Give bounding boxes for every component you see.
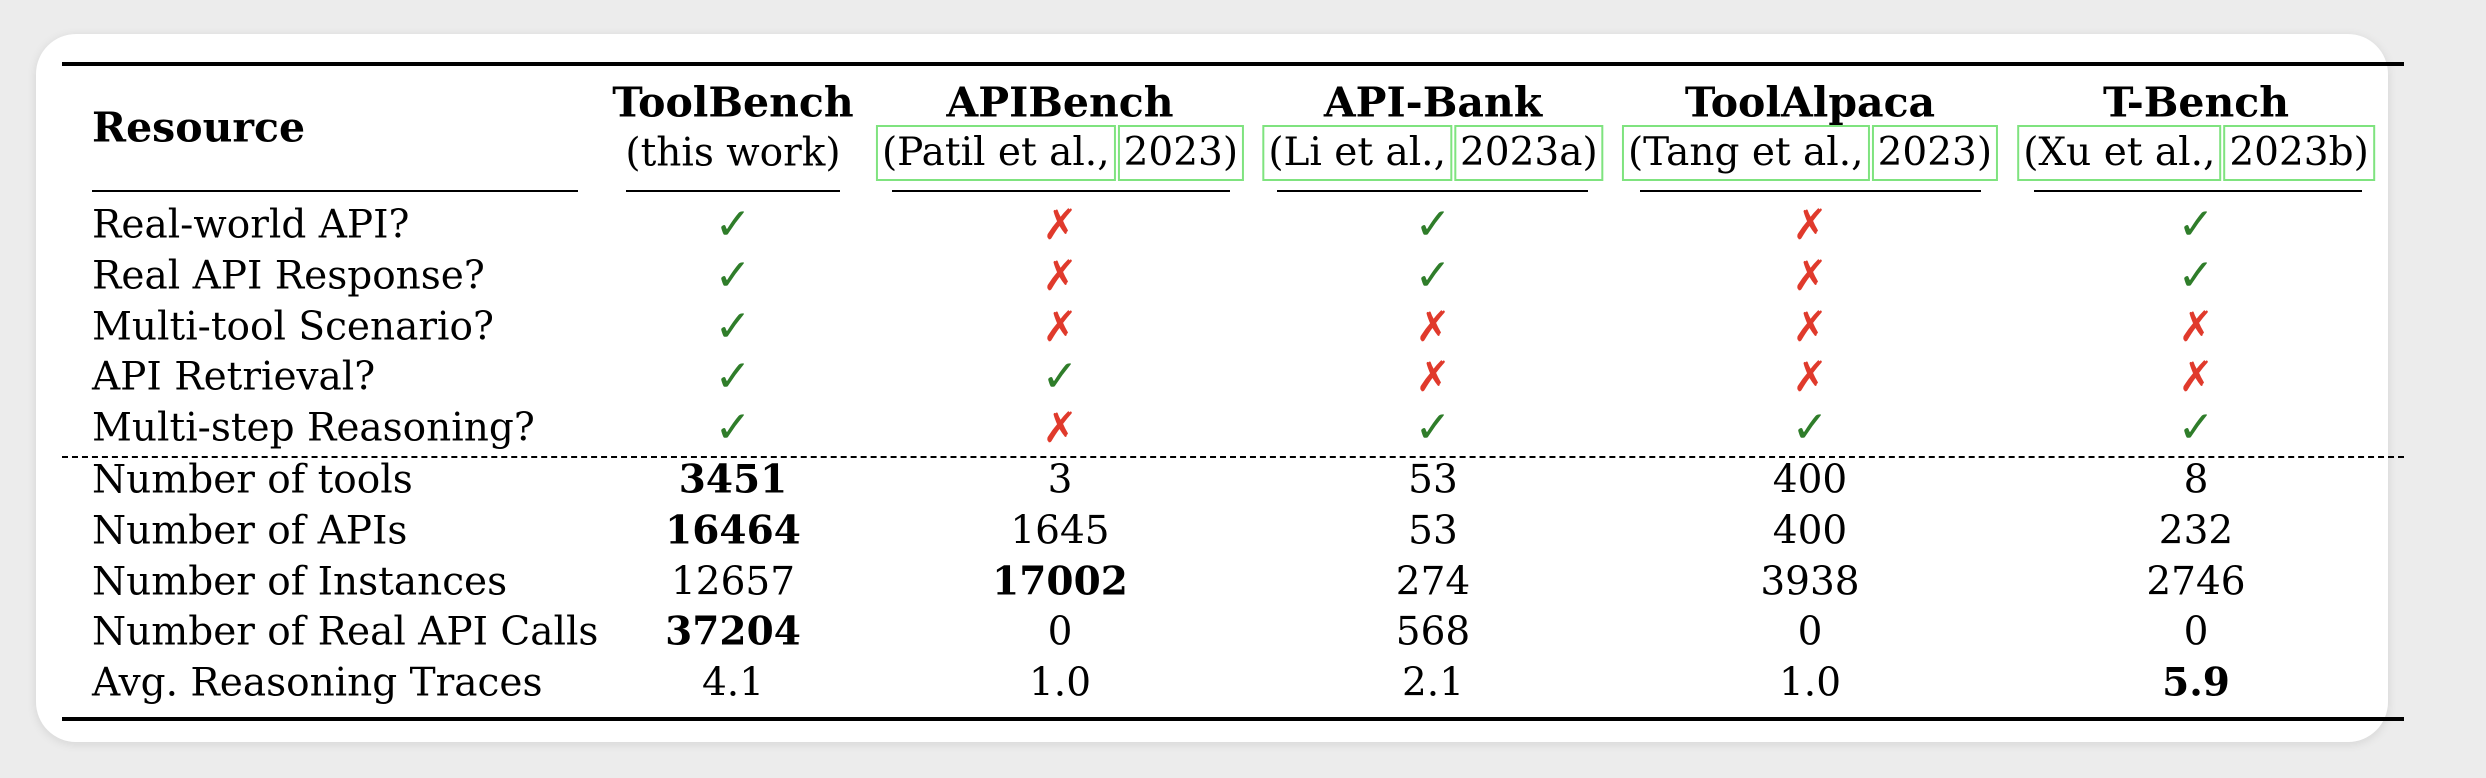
best-value-cell: 5.9 bbox=[2162, 664, 2230, 703]
check-icon: ✓ bbox=[715, 355, 752, 399]
value-cell: 232 bbox=[2159, 512, 2233, 551]
column-header-2-citation: (Patil et al., 2023) bbox=[875, 125, 1245, 181]
feature-row-label: Multi-step Reasoning? bbox=[92, 409, 535, 448]
value-cell: 3938 bbox=[1760, 563, 1859, 602]
check-icon: ✓ bbox=[1792, 406, 1829, 450]
citation-author-link[interactable]: (Patil et al., bbox=[876, 125, 1116, 181]
resource-header: Resource bbox=[92, 108, 305, 149]
check-icon: ✓ bbox=[715, 203, 752, 247]
citation-year-link[interactable]: 2023a) bbox=[1454, 125, 1604, 181]
value-cell: 0 bbox=[2184, 613, 2209, 652]
value-cell: 1.0 bbox=[1779, 664, 1841, 703]
cross-icon: ✗ bbox=[2178, 306, 2213, 348]
section-divider bbox=[62, 456, 2404, 458]
cross-icon: ✗ bbox=[1042, 255, 1077, 297]
top-rule bbox=[62, 62, 2404, 66]
value-cell: 1.0 bbox=[1029, 664, 1091, 703]
citation-text: (this work) bbox=[625, 134, 840, 173]
column-header-5-citation: (Xu et al., 2023b) bbox=[2016, 125, 2376, 181]
value-cell: 53 bbox=[1408, 512, 1458, 551]
cross-icon: ✗ bbox=[1042, 306, 1077, 348]
citation-year-link[interactable]: 2023) bbox=[1118, 125, 1244, 181]
cross-icon: ✗ bbox=[1042, 407, 1077, 449]
value-cell: 1645 bbox=[1010, 512, 1109, 551]
feature-row-label: Multi-tool Scenario? bbox=[92, 308, 494, 347]
cross-icon: ✗ bbox=[1415, 356, 1450, 398]
value-cell: 0 bbox=[1048, 613, 1073, 652]
value-cell: 4.1 bbox=[702, 664, 764, 703]
feature-row-label: API Retrieval? bbox=[92, 358, 375, 397]
value-cell: 2.1 bbox=[1402, 664, 1464, 703]
cross-icon: ✗ bbox=[1042, 204, 1077, 246]
value-cell: 0 bbox=[1798, 613, 1823, 652]
numeric-row-label: Number of APIs bbox=[92, 512, 407, 551]
numeric-row-label: Number of tools bbox=[92, 461, 413, 500]
citation-year-link[interactable]: 2023) bbox=[1872, 125, 1998, 181]
check-icon: ✓ bbox=[2178, 406, 2215, 450]
column-header-1-name: ToolBench bbox=[612, 83, 853, 124]
citation-author-link[interactable]: (Li et al., bbox=[1262, 125, 1452, 181]
header-underline-col-4 bbox=[1640, 190, 1981, 192]
check-icon: ✓ bbox=[715, 406, 752, 450]
numeric-row-label: Number of Real API Calls bbox=[92, 613, 598, 652]
cross-icon: ✗ bbox=[1415, 306, 1450, 348]
numeric-row-label: Avg. Reasoning Traces bbox=[92, 664, 542, 703]
citation-author-link[interactable]: (Xu et al., bbox=[2017, 125, 2221, 181]
check-icon: ✓ bbox=[715, 254, 752, 298]
column-header-4-citation: (Tang et al., 2023) bbox=[1621, 125, 1999, 181]
check-icon: ✓ bbox=[2178, 254, 2215, 298]
cross-icon: ✗ bbox=[1792, 204, 1827, 246]
column-header-1-citation: (this work) bbox=[625, 134, 840, 173]
header-underline-resource bbox=[92, 190, 578, 192]
header-underline-col-5 bbox=[2034, 190, 2362, 192]
value-cell: 400 bbox=[1773, 461, 1847, 500]
column-header-5-name: T-Bench bbox=[2103, 83, 2289, 124]
check-icon: ✓ bbox=[1415, 406, 1452, 450]
header-underline-col-2 bbox=[892, 190, 1230, 192]
value-cell: 3 bbox=[1048, 461, 1073, 500]
numeric-row-label: Number of Instances bbox=[92, 563, 507, 602]
column-header-3-citation: (Li et al., 2023a) bbox=[1261, 125, 1604, 181]
cross-icon: ✗ bbox=[1792, 255, 1827, 297]
feature-row-label: Real API Response? bbox=[92, 257, 485, 296]
check-icon: ✓ bbox=[2178, 203, 2215, 247]
value-cell: 8 bbox=[2184, 461, 2209, 500]
column-header-4-name: ToolAlpaca bbox=[1685, 83, 1935, 124]
value-cell: 12657 bbox=[671, 563, 795, 602]
cross-icon: ✗ bbox=[1792, 306, 1827, 348]
best-value-cell: 3451 bbox=[679, 461, 788, 500]
header-underline-col-1 bbox=[626, 190, 840, 192]
column-header-3-name: API-Bank bbox=[1324, 83, 1542, 124]
bottom-rule bbox=[62, 717, 2404, 721]
column-header-2-name: APIBench bbox=[946, 83, 1173, 124]
best-value-cell: 37204 bbox=[665, 613, 801, 652]
value-cell: 53 bbox=[1408, 461, 1458, 500]
citation-author-link[interactable]: (Tang et al., bbox=[1622, 125, 1870, 181]
check-icon: ✓ bbox=[715, 305, 752, 349]
value-cell: 2746 bbox=[2146, 563, 2245, 602]
check-icon: ✓ bbox=[1042, 355, 1079, 399]
citation-year-link[interactable]: 2023b) bbox=[2223, 125, 2374, 181]
header-underline-col-3 bbox=[1277, 190, 1588, 192]
check-icon: ✓ bbox=[1415, 203, 1452, 247]
best-value-cell: 16464 bbox=[665, 512, 801, 551]
feature-row-label: Real-world API? bbox=[92, 206, 409, 245]
value-cell: 400 bbox=[1773, 512, 1847, 551]
cross-icon: ✗ bbox=[2178, 356, 2213, 398]
cross-icon: ✗ bbox=[1792, 356, 1827, 398]
value-cell: 568 bbox=[1396, 613, 1470, 652]
best-value-cell: 17002 bbox=[992, 563, 1128, 602]
check-icon: ✓ bbox=[1415, 254, 1452, 298]
value-cell: 274 bbox=[1396, 563, 1470, 602]
